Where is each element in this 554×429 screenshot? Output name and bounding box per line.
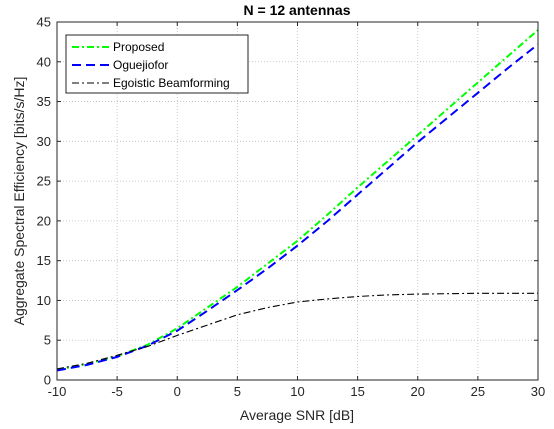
y-tick-label: 45 (37, 15, 51, 30)
legend-label: Egoistic Beamforming (113, 76, 230, 90)
y-tick-label: 20 (37, 213, 51, 228)
legend-box (65, 34, 249, 94)
x-axis-label: Average SNR [dB] (240, 407, 354, 423)
x-tick-label: -5 (111, 384, 123, 399)
x-tick-label: 20 (411, 384, 425, 399)
x-tick-label: 0 (174, 384, 181, 399)
series-line-oguejiofor (56, 43, 539, 372)
y-axis-label: Aggregate Spectral Efficiency [bits/s/Hz… (11, 77, 27, 326)
y-tick-label: 5 (44, 333, 51, 348)
x-tick-label: 30 (531, 384, 545, 399)
x-tick-label: -10 (48, 384, 67, 399)
y-tick-label: 40 (37, 54, 51, 69)
y-tick-label: 25 (37, 174, 51, 189)
y-tick-label: 30 (37, 134, 51, 149)
series-lines (56, 29, 539, 372)
y-tick-label: 15 (37, 253, 51, 268)
x-tick-label: 15 (350, 384, 364, 399)
series-line-proposed (56, 29, 539, 371)
series-line-egoistic-beamforming (56, 292, 538, 370)
chart-title: N = 12 antennas (244, 2, 351, 18)
x-tick-label: 10 (290, 384, 304, 399)
y-tick-label: 0 (44, 373, 51, 388)
legend-label: Proposed (113, 40, 164, 54)
legend-label: Oguejiofor (113, 58, 168, 72)
x-tick-label: 25 (471, 384, 485, 399)
y-tick-label: 10 (37, 293, 51, 308)
axis-ticks: -10 -5 0 5 10 15 20 25 30 0 5 10 15 20 25 30 35 40 45 (37, 15, 546, 400)
y-tick-label: 35 (37, 94, 51, 109)
x-tick-label: 5 (234, 384, 241, 399)
legend: Proposed Oguejiofor Egoistic Beamforming (65, 34, 249, 94)
